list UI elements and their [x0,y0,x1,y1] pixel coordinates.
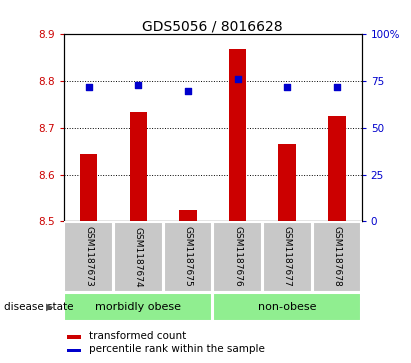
FancyBboxPatch shape [64,293,212,321]
FancyBboxPatch shape [164,222,212,291]
Bar [67,348,81,352]
Point [135,82,141,88]
Text: non-obese: non-obese [258,302,316,312]
FancyBboxPatch shape [114,222,162,291]
Text: percentile rank within the sample: percentile rank within the sample [89,344,265,354]
Point [284,84,291,90]
Text: GSM1187677: GSM1187677 [283,227,292,287]
Point [334,84,340,90]
Bar [279,144,296,221]
Text: transformed count: transformed count [89,331,186,340]
Title: GDS5056 / 8016628: GDS5056 / 8016628 [142,19,283,33]
Point [85,84,92,90]
Bar [67,335,81,339]
FancyBboxPatch shape [213,222,262,291]
Point [234,77,241,82]
Bar [129,111,147,221]
Point [185,87,191,93]
Text: GSM1187676: GSM1187676 [233,227,242,287]
Text: GSM1187674: GSM1187674 [134,227,143,287]
Text: disease state: disease state [4,302,74,312]
Text: GSM1187675: GSM1187675 [183,227,192,287]
Bar [229,49,246,221]
Bar [179,210,196,221]
Text: ▶: ▶ [46,302,53,312]
Text: morbidly obese: morbidly obese [95,302,181,312]
Bar [328,116,346,221]
Bar [80,154,97,221]
FancyBboxPatch shape [64,222,113,291]
FancyBboxPatch shape [213,293,361,321]
FancyBboxPatch shape [312,222,361,291]
Text: GSM1187673: GSM1187673 [84,227,93,287]
FancyBboxPatch shape [263,222,312,291]
Text: GSM1187678: GSM1187678 [332,227,342,287]
